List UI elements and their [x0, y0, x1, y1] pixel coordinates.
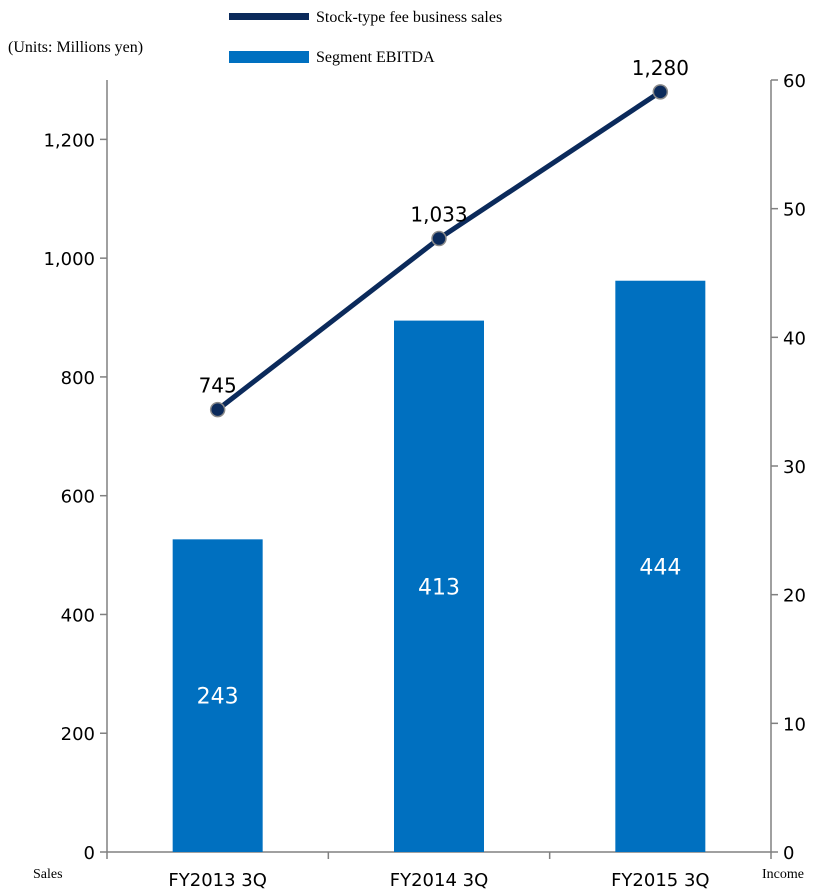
line-point: [209, 401, 226, 418]
left-tick-label: 600: [61, 487, 95, 508]
left-tick-label: 800: [61, 368, 95, 389]
left-axis-title: Sales: [33, 867, 63, 882]
right-axis-title: Income: [762, 867, 804, 882]
line-series: [209, 84, 669, 418]
legend-label-bar: Segment EBITDA: [316, 49, 435, 66]
bar: [394, 320, 484, 852]
right-tick-label: 30: [783, 457, 806, 478]
bar: [172, 539, 263, 852]
right-tick-label: 10: [783, 714, 806, 735]
x-tick-label: FY2013 3Q: [168, 870, 267, 891]
legend-label-line: Stock-type fee business sales: [316, 9, 502, 26]
legend-swatch-bar: [229, 51, 309, 63]
right-tick-label: 50: [783, 200, 806, 221]
legend-swatch-line: [229, 13, 309, 20]
right-tick-label: 40: [783, 328, 806, 349]
line-data-label: 1,033: [410, 203, 467, 227]
bar-data-label: 243: [197, 685, 239, 710]
axes: 0 200 400 600 800 1,000 1,200 0 10 20 30 40 50 60 FY20…: [43, 71, 805, 891]
left-tick-label: 1,000: [43, 249, 95, 270]
left-tick-label: 200: [61, 724, 95, 745]
line-data-label: 1,280: [632, 56, 689, 80]
units-label: (Units: Millions yen): [8, 39, 143, 56]
bar: [615, 280, 706, 853]
x-tick-label: FY2014 3Q: [390, 870, 489, 891]
right-tick-label: 60: [783, 71, 806, 92]
line-point: [431, 230, 447, 247]
legend: Stock-type fee business sales Segment EB…: [229, 9, 502, 66]
bar-data-label: 444: [639, 555, 681, 580]
line-data-label: 745: [199, 374, 237, 398]
right-tick-label: 0: [783, 843, 794, 864]
left-tick-label: 0: [84, 843, 95, 864]
right-tick-label: 20: [783, 586, 806, 607]
bar-data-label: 413: [418, 575, 460, 600]
line-point: [652, 84, 669, 100]
left-tick-label: 1,200: [43, 130, 95, 151]
left-tick-label: 400: [61, 605, 95, 626]
data-labels: 243 413 444 745 1,033 1,280: [197, 56, 689, 710]
x-tick-label: FY2015 3Q: [611, 870, 710, 891]
bars: [172, 280, 706, 853]
